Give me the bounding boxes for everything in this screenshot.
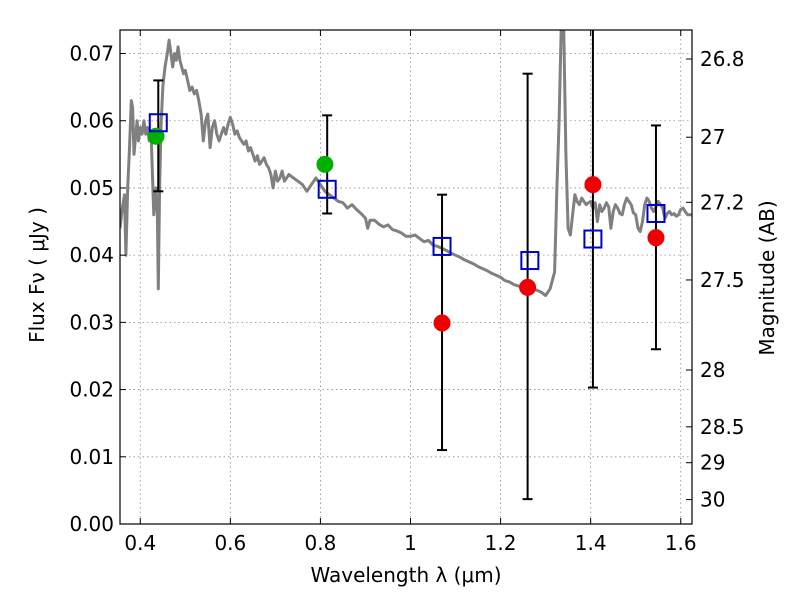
x-tick-label: 0.8 [305,531,337,555]
model-flux-square [583,229,603,249]
red-data-point [584,176,602,194]
y-tick-label: 0.07 [69,42,114,66]
y-tick-label: 0.03 [69,310,114,334]
tick-layer: 0.4 0.6 0.8 1 1.2 1.4 1.6 0.00 0.01 0.02 0.03 0.04 0… [69,30,745,555]
x-tick-label: 0.4 [124,531,156,555]
model-flux-square [432,236,452,256]
y2-tick-label: 30 [700,488,725,512]
y-axis-title: Flux Fν ( μJy ) [25,207,49,343]
y-tick-label: 0.06 [69,109,114,133]
x-tick-label: 0.6 [214,531,246,555]
model-flux-square [148,113,168,133]
y2-tick-label: 26.8 [700,47,745,71]
plot-frame [119,29,693,525]
y-tick-label: 0.02 [69,378,114,402]
y-tick-label: 0.01 [69,445,114,469]
y2-tick-label: 28 [700,358,725,382]
spectrum-line [120,30,692,297]
y2-tick-label: 27 [700,125,725,149]
grid-layer [120,30,692,525]
x-tick-label: 1.2 [485,531,517,555]
y2-tick-label: 29 [700,451,725,475]
model-flux-square [646,203,666,223]
y2-tick-label: 28.5 [700,415,745,439]
x-tick-label: 1.6 [665,531,697,555]
red-data-point [647,229,665,247]
y-tick-label: 0.04 [69,243,114,267]
y2-tick-label: 27.5 [700,268,745,292]
x-axis-title: Wavelength λ (μm) [310,563,501,587]
label-layer: Wavelength λ (μm) Flux Fν ( μJy ) Magnit… [25,200,779,587]
y-tick-label: 0.00 [69,512,114,536]
y-tick-label: 0.05 [69,176,114,200]
model-flux-square [520,251,540,271]
model-flux-square [317,179,337,199]
y2-axis-title: Magnitude (AB) [755,200,779,355]
x-tick-label: 1 [404,531,417,555]
green-data-point [316,155,334,173]
series-layer [120,30,692,501]
y2-tick-label: 27.2 [700,190,745,214]
x-tick-label: 1.4 [575,531,607,555]
red-data-point [433,314,451,332]
red-data-point [519,278,537,296]
